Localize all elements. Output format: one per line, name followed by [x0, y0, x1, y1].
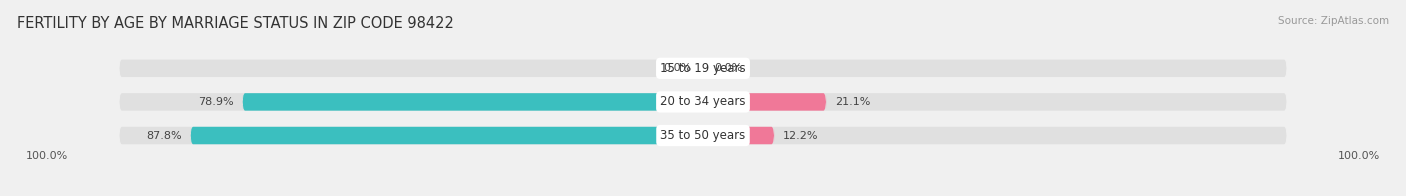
Text: 20 to 34 years: 20 to 34 years — [661, 95, 745, 108]
Text: FERTILITY BY AGE BY MARRIAGE STATUS IN ZIP CODE 98422: FERTILITY BY AGE BY MARRIAGE STATUS IN Z… — [17, 16, 454, 31]
FancyBboxPatch shape — [120, 60, 1286, 77]
Text: 15 to 19 years: 15 to 19 years — [661, 62, 745, 75]
Text: 12.2%: 12.2% — [783, 131, 818, 141]
FancyBboxPatch shape — [703, 93, 827, 111]
FancyBboxPatch shape — [190, 127, 703, 144]
FancyBboxPatch shape — [703, 127, 775, 144]
FancyBboxPatch shape — [242, 93, 703, 111]
Text: 87.8%: 87.8% — [146, 131, 181, 141]
Text: Source: ZipAtlas.com: Source: ZipAtlas.com — [1278, 16, 1389, 26]
Text: 0.0%: 0.0% — [664, 63, 692, 73]
Text: 78.9%: 78.9% — [198, 97, 233, 107]
Text: 0.0%: 0.0% — [714, 63, 742, 73]
Text: 100.0%: 100.0% — [1339, 151, 1381, 161]
Text: 35 to 50 years: 35 to 50 years — [661, 129, 745, 142]
FancyBboxPatch shape — [120, 93, 1286, 111]
Text: 100.0%: 100.0% — [25, 151, 67, 161]
Text: 21.1%: 21.1% — [835, 97, 870, 107]
FancyBboxPatch shape — [120, 127, 1286, 144]
